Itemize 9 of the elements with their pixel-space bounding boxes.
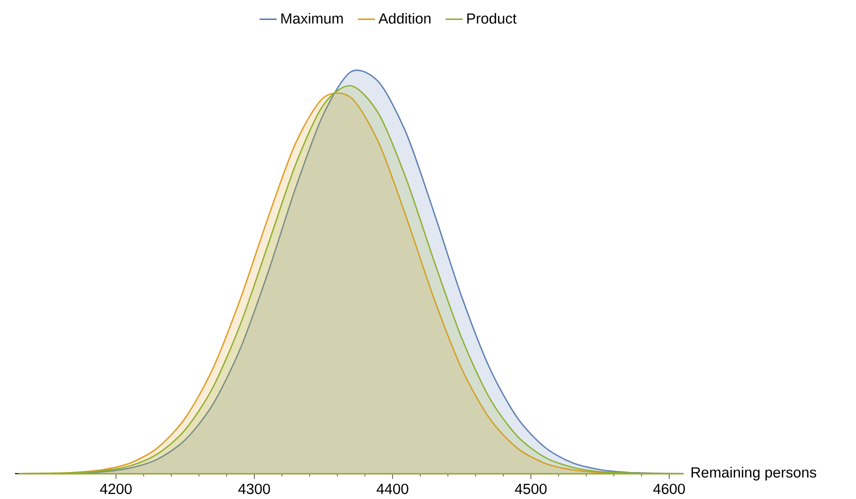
legend-label: Maximum [281, 13, 343, 24]
x-axis-title: Remaining persons [692, 466, 816, 481]
legend-label: Product [467, 13, 517, 24]
legend-label: Addition [378, 13, 430, 24]
x-tick-label: 4600 [653, 484, 685, 494]
x-tick-label: 4500 [514, 484, 547, 494]
x-tick-label: 4300 [238, 484, 270, 494]
x-tick-label: 4200 [100, 484, 132, 494]
x-tick-label: 4400 [376, 484, 408, 494]
